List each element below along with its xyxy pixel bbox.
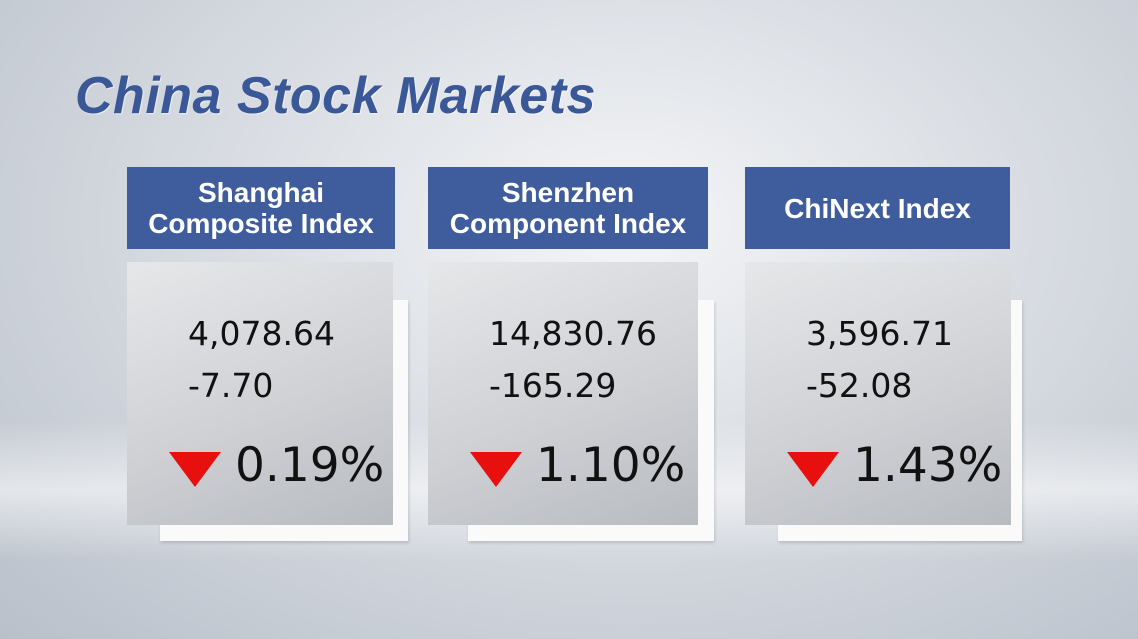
percent-change: 1.10% bbox=[536, 438, 686, 493]
down-arrow bbox=[787, 452, 839, 487]
header-line: ChiNext Index bbox=[784, 192, 971, 224]
card-header: Shanghai Composite Index bbox=[127, 167, 395, 249]
header-line: Shanghai bbox=[197, 177, 324, 208]
title: China Stock Markets bbox=[75, 67, 596, 125]
index-change: -52.08 bbox=[806, 366, 913, 405]
header-line: Composite Index bbox=[148, 208, 374, 239]
index-value: 3,596.71 bbox=[806, 314, 953, 353]
index-value: 14,830.76 bbox=[489, 314, 657, 353]
card-body: 3,596.71 -52.08 1.43% bbox=[745, 262, 1011, 525]
card-body: 14,830.76 -165.29 1.10% bbox=[428, 262, 698, 525]
percent-change: 1.43% bbox=[853, 438, 1003, 493]
header-line: Component Index bbox=[449, 208, 687, 239]
down-arrow bbox=[169, 452, 221, 487]
card-header: Shenzhen Component Index bbox=[428, 167, 708, 249]
down-arrow-shape bbox=[169, 452, 221, 487]
percent-change: 0.19% bbox=[235, 438, 385, 493]
card-header: ChiNext Index bbox=[745, 167, 1010, 249]
card-body: 4,078.64 -7.70 0.19% bbox=[127, 262, 393, 525]
down-arrow-shape bbox=[470, 452, 522, 487]
header-line: Shenzhen bbox=[501, 177, 635, 208]
index-change: -7.70 bbox=[188, 366, 274, 405]
down-arrow-shape bbox=[787, 452, 839, 487]
index-value: 4,078.64 bbox=[188, 314, 335, 353]
down-arrow bbox=[470, 452, 522, 487]
index-change: -165.29 bbox=[489, 366, 617, 405]
